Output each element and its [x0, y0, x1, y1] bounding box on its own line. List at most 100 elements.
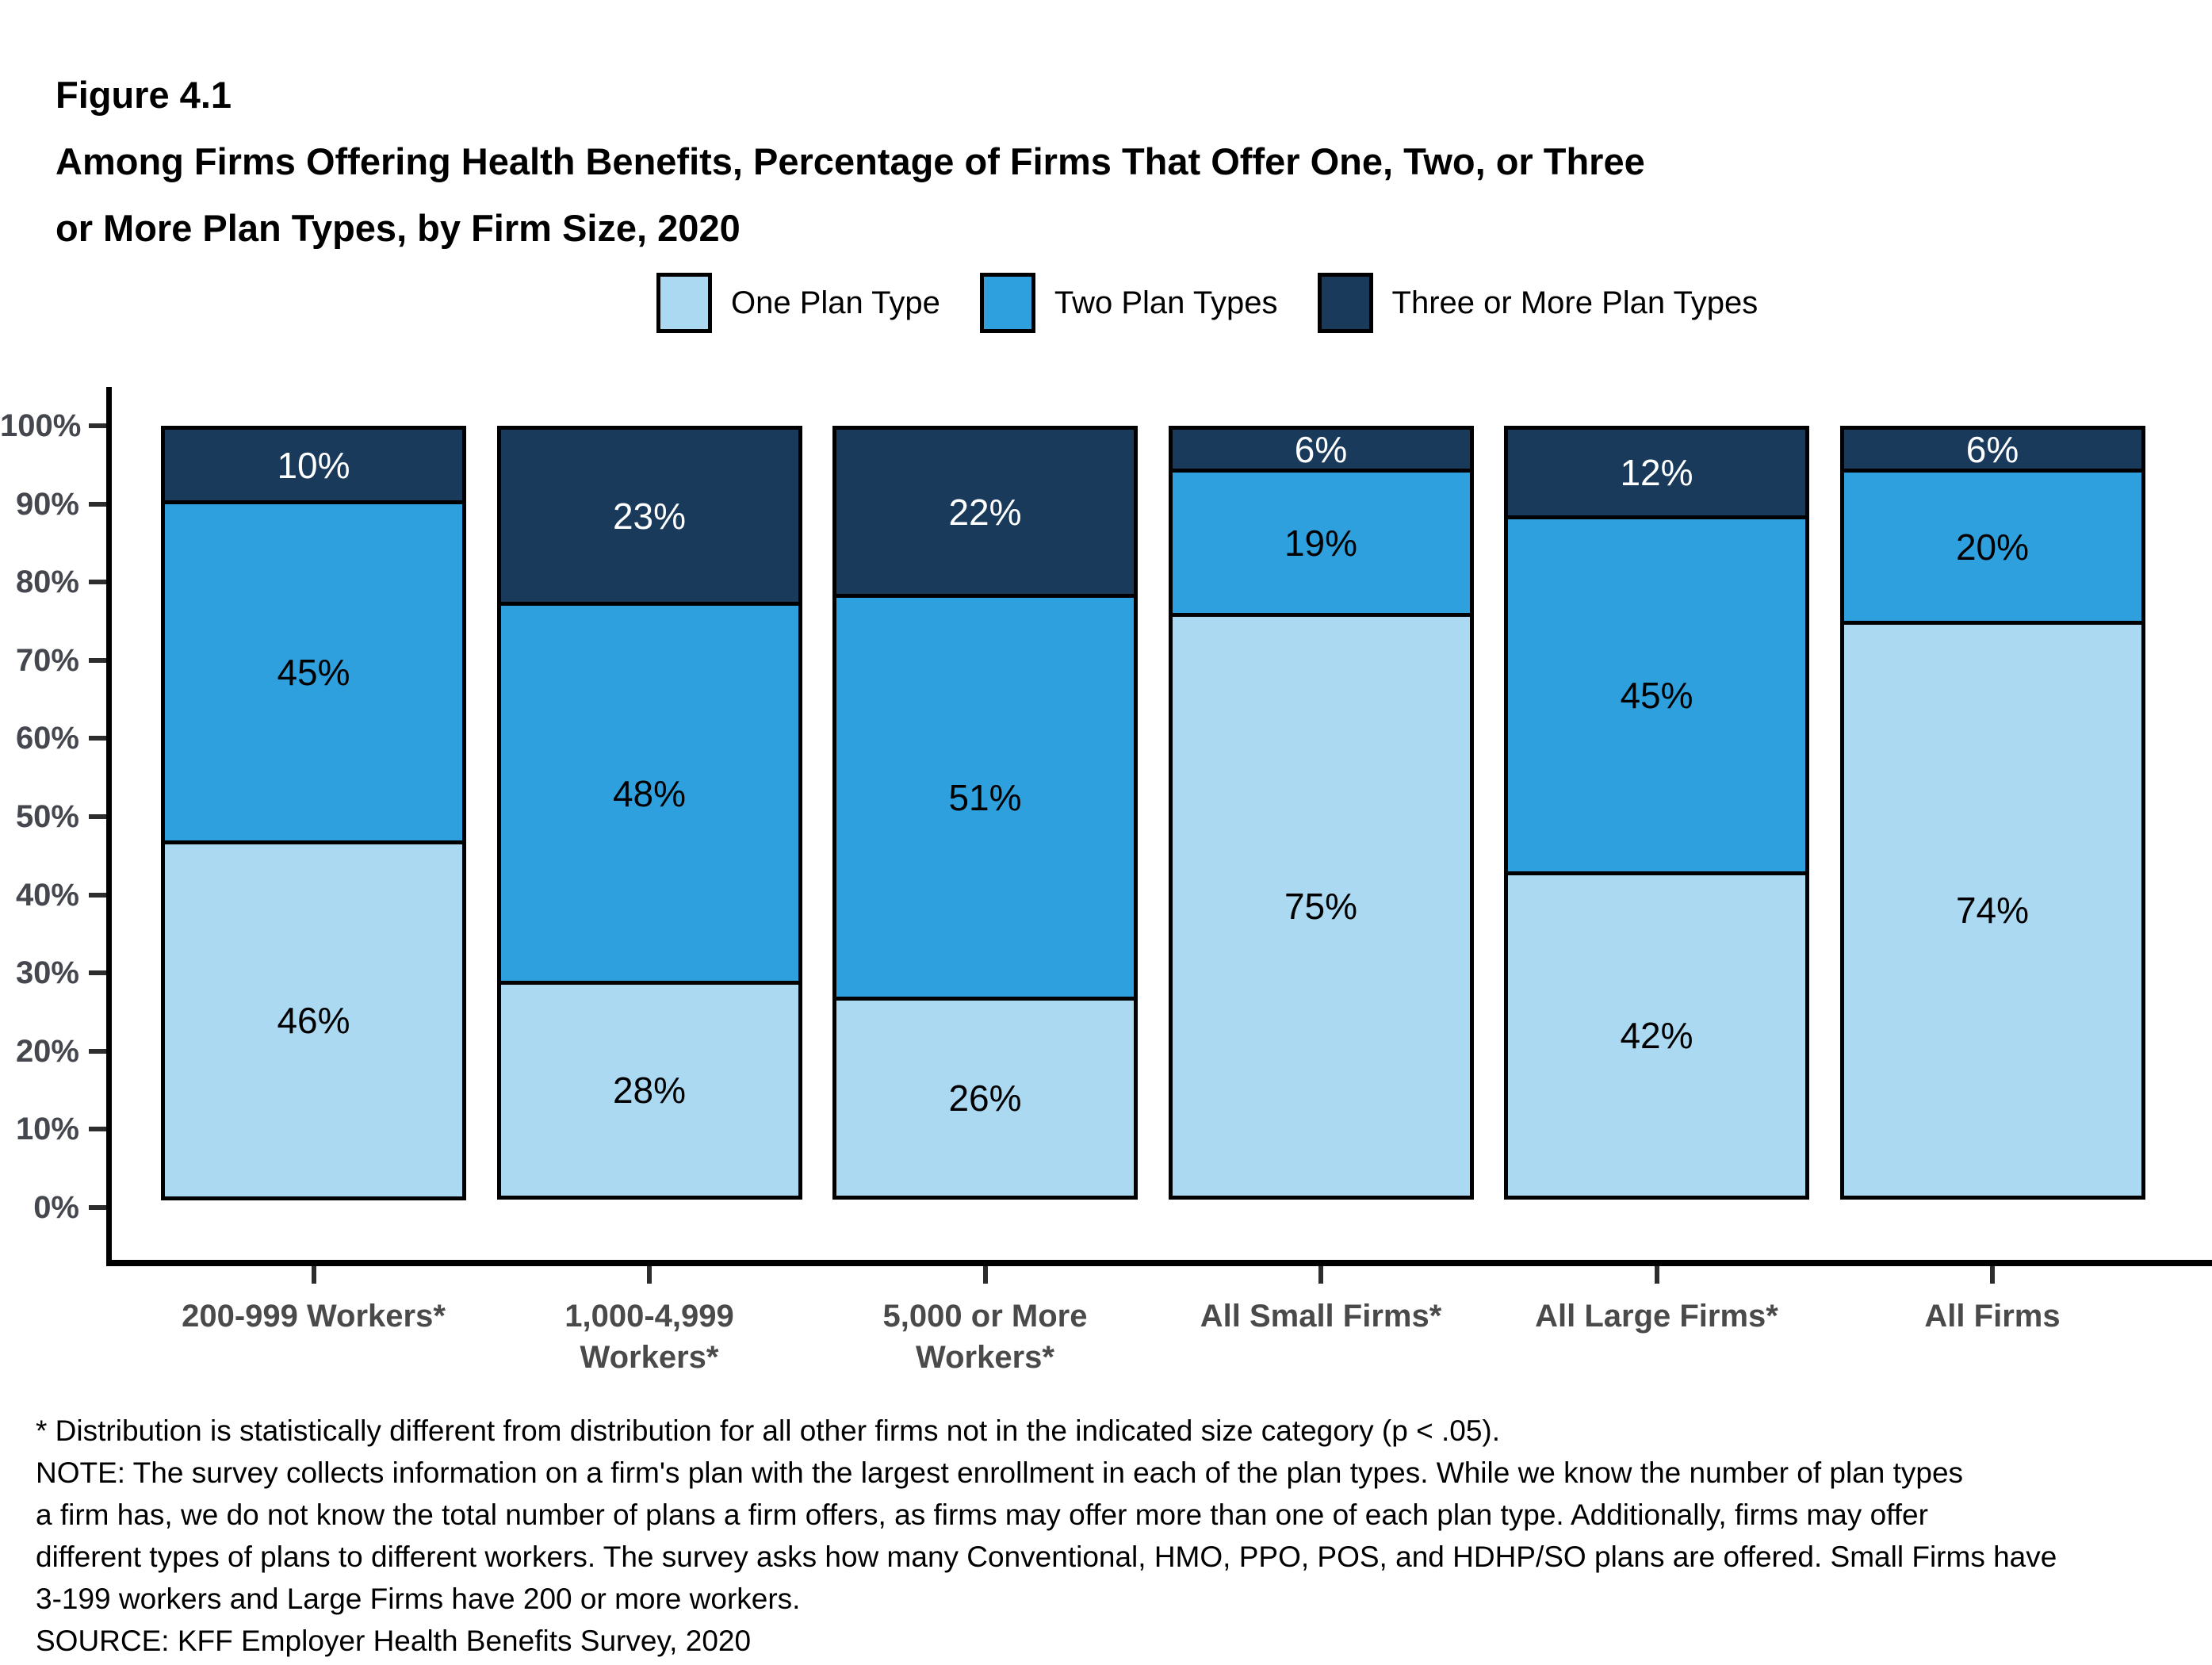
bar-segment-label: 22% [948, 491, 1022, 533]
y-axis-tick-label: 60% [15, 721, 79, 756]
legend-item-three-or-more-plan-types: Three or More Plan Types [1317, 273, 1759, 333]
footnote-source: SOURCE: KFF Employer Health Benefits Sur… [36, 1625, 752, 1657]
legend-item-two-plan-types: Two Plan Types [979, 273, 1278, 333]
bar-segment: 42% [1504, 871, 1809, 1200]
y-axis-tick-label: 90% [15, 486, 79, 522]
x-category-label: 200-999 Workers* [182, 1299, 446, 1334]
y-axis-tick-mark [89, 736, 106, 741]
footnote-note-line1: NOTE: The survey collects information on… [36, 1456, 1964, 1489]
bar-segment-label: 48% [612, 772, 687, 814]
legend: One Plan Type Two Plan Types Three or Mo… [656, 273, 1758, 333]
bar-segment: 10% [161, 426, 466, 504]
figure-header: Figure 4.1 Among Firms Offering Health B… [55, 62, 1645, 262]
x-category-label: All Large Firms* [1535, 1299, 1778, 1334]
y-axis-line [106, 387, 112, 1265]
legend-item-one-plan-type: One Plan Type [656, 273, 940, 333]
y-axis-tick-label: 10% [15, 1112, 79, 1147]
bar-segment-label: 23% [612, 495, 687, 537]
figure-title-line1: Among Firms Offering Health Benefits, Pe… [55, 140, 1645, 182]
y-axis-tick-mark [89, 580, 106, 585]
footnote-note-line4: 3-199 workers and Large Firms have 200 o… [36, 1583, 801, 1615]
y-axis-tick-mark [89, 970, 106, 976]
y-axis-tick-label: 30% [15, 955, 79, 991]
y-axis-tick-label: 40% [15, 877, 79, 913]
y-axis-tick-mark [89, 1127, 106, 1132]
x-category-label: All Small Firms* [1200, 1299, 1442, 1334]
bar-segment-label: 26% [948, 1077, 1022, 1119]
footnotes: * Distribution is statistically differen… [36, 1410, 2057, 1662]
x-category-label: All Firms [1924, 1299, 2061, 1334]
bar-segment: 23% [496, 426, 802, 606]
stacked-bar: 12% 45% 42% [1504, 426, 1809, 1200]
bar-segment: 75% [1168, 613, 1474, 1200]
bar-segment: 46% [161, 840, 466, 1200]
y-axis-tick-mark [89, 814, 106, 819]
legend-label: Three or More Plan Types [1391, 285, 1759, 320]
bar-segment: 45% [161, 500, 466, 844]
bar-segment-label: 45% [1620, 675, 1693, 716]
x-category-label: 5,000 or More Workers* [882, 1299, 1088, 1375]
bar-segment-label: 75% [1284, 886, 1358, 927]
stacked-bar: 6% 20% 74% [1839, 426, 2145, 1200]
bar-segment: 26% [832, 997, 1138, 1200]
bar-segment-label: 6% [1294, 428, 1348, 470]
stacked-bar: 23% 48% 28% [496, 426, 802, 1200]
bar-segment: 45% [1504, 515, 1809, 875]
y-axis-tick-label: 0% [33, 1190, 79, 1225]
y-axis-tick-mark [89, 657, 106, 663]
bar-segment-label: 74% [1955, 890, 2030, 931]
bar-segment-label: 46% [277, 1000, 350, 1041]
bar-segment-label: 19% [1284, 522, 1358, 564]
y-axis-tick-label: 50% [15, 799, 79, 834]
legend-swatch-three-or-more-plan-types [1317, 273, 1373, 333]
legend-swatch-one-plan-type [656, 273, 712, 333]
figure-title-line2: or More Plan Types, by Firm Size, 2020 [55, 207, 741, 249]
y-axis-tick-mark [89, 423, 106, 428]
legend-label: Two Plan Types [1054, 285, 1278, 320]
footnote-asterisk: * Distribution is statistically differen… [36, 1414, 1501, 1447]
footnote-note-line2: a firm has, we do not know the total num… [36, 1498, 1928, 1531]
bar-segment: 20% [1839, 469, 2145, 625]
stacked-bar: 22% 51% 26% [832, 426, 1138, 1200]
y-axis-tick-mark [89, 1205, 106, 1210]
x-axis-tick-mark [311, 1266, 316, 1284]
bar-segment-label: 45% [277, 652, 350, 693]
legend-label: One Plan Type [731, 285, 940, 320]
bar-segment: 12% [1504, 426, 1809, 519]
y-axis-tick-mark [89, 501, 106, 507]
bar-segment-label: 20% [1955, 526, 2030, 568]
x-axis-tick-mark [1990, 1266, 1995, 1284]
x-axis-line [106, 1260, 2212, 1266]
stacked-bar: 6% 19% 75% [1168, 426, 1474, 1200]
x-axis-tick-mark [647, 1266, 652, 1284]
legend-swatch-two-plan-types [979, 273, 1035, 333]
bar-segment: 28% [496, 981, 802, 1200]
figure-label: Figure 4.1 [55, 74, 232, 116]
bar-segment: 51% [832, 594, 1138, 1001]
x-axis-tick-mark [1654, 1266, 1659, 1284]
y-axis-tick-mark [89, 1048, 106, 1054]
bar-segment-label: 28% [612, 1070, 687, 1111]
x-axis-tick-mark [1318, 1266, 1323, 1284]
bar-segment: 74% [1839, 621, 2145, 1200]
y-axis-tick-label: 100% [0, 408, 82, 443]
x-category-label: 1,000-4,999 Workers* [564, 1299, 734, 1375]
bar-segment: 22% [832, 426, 1138, 598]
y-axis-tick-label: 70% [15, 642, 79, 678]
stacked-bar: 10% 45% 46% [161, 426, 466, 1200]
bar-segment: 6% [1839, 426, 2145, 473]
bar-segment-label: 42% [1620, 1015, 1693, 1056]
bar-segment-label: 12% [1620, 452, 1693, 493]
bar-segment-label: 6% [1965, 428, 2019, 470]
y-axis-tick-label: 80% [15, 565, 79, 600]
y-axis-tick-label: 20% [15, 1033, 79, 1069]
bar-segment-label: 10% [277, 444, 350, 486]
bar-segment: 6% [1168, 426, 1474, 473]
x-axis-tick-mark [982, 1266, 988, 1284]
footnote-note-line3: different types of plans to different wo… [36, 1541, 2057, 1573]
bar-segment: 48% [496, 602, 802, 985]
bar-segment: 19% [1168, 469, 1474, 617]
y-axis-tick-mark [89, 892, 106, 898]
bar-segment-label: 51% [948, 776, 1022, 818]
